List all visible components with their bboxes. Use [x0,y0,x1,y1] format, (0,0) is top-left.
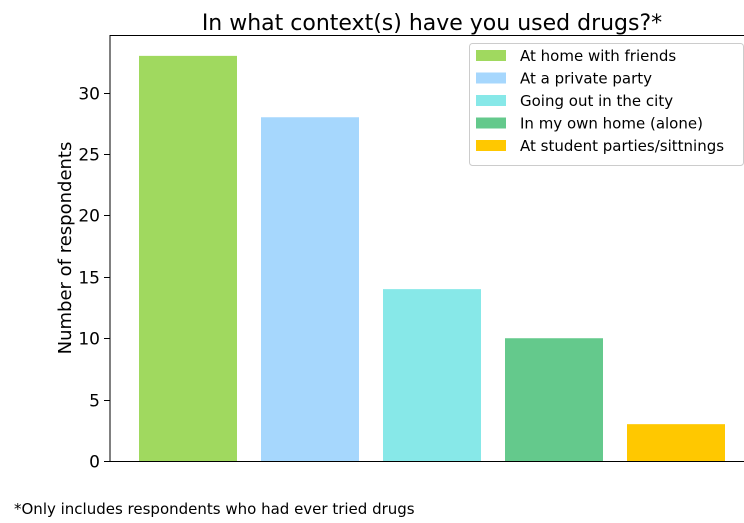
y-axis-label: Number of respondents [55,142,76,355]
legend-swatch-4 [476,117,506,129]
bar-3 [383,289,481,461]
y-tick-label: 5 [89,392,100,412]
bar-5 [627,424,725,461]
legend-label-5: At student parties/sittnings [520,137,724,155]
y-tick-label: 15 [78,269,100,289]
y-axis: 0 5 10 15 20 25 30 [78,85,110,473]
legend-label-1: At home with friends [520,47,676,65]
y-tick-label: 20 [78,207,100,227]
bar-1 [139,55,237,462]
bars [139,55,725,462]
y-tick-label: 30 [78,85,100,105]
footnote: *Only includes respondents who had ever … [14,500,415,518]
legend-swatch-3 [476,95,506,106]
legend-swatch-5 [476,140,506,151]
bar-4 [505,338,603,461]
legend-swatch-2 [476,72,506,84]
y-tick-label: 25 [78,146,100,166]
legend-label-4: In my own home (alone) [520,115,703,133]
legend-swatch-1 [476,50,506,61]
bar-2 [261,117,359,461]
chart-title: In what context(s) have you used drugs?* [202,11,662,36]
legend-label-2: At a private party [520,70,652,88]
legend-label-3: Going out in the city [520,92,673,110]
legend: At home with friends At a private party Go… [469,43,744,166]
y-tick-label: 0 [89,453,100,473]
y-tick-label: 10 [78,330,100,350]
